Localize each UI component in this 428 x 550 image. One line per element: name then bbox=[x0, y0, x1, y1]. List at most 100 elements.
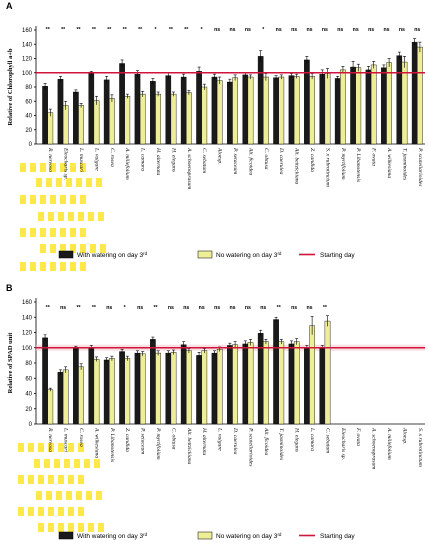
decor-stripe bbox=[38, 212, 44, 221]
decor-stripe bbox=[50, 163, 56, 172]
decor-stripe bbox=[68, 507, 74, 516]
bar-with-watering bbox=[42, 337, 48, 425]
legend: With watering on day 3rd No watering on d… bbox=[58, 250, 355, 259]
decor-stripe bbox=[60, 244, 66, 253]
legend-superscript: rd bbox=[277, 251, 281, 256]
category-label: C. sebatum bbox=[201, 148, 207, 173]
bar-no-watering bbox=[232, 344, 238, 425]
decor-stripe bbox=[70, 262, 76, 271]
bar-with-watering bbox=[73, 348, 79, 425]
decor-stripe bbox=[20, 163, 26, 172]
legend-swatch-with-watering bbox=[58, 531, 74, 540]
significance-label: ns bbox=[245, 305, 251, 311]
bar-no-watering bbox=[201, 86, 208, 145]
decor-stripe bbox=[60, 228, 66, 237]
bar-no-watering bbox=[47, 389, 54, 425]
category-label: Alt. bettzickiana bbox=[186, 427, 192, 465]
category-label: Z. candida bbox=[124, 428, 130, 452]
significance-label: ns bbox=[214, 305, 220, 311]
decor-stripe bbox=[88, 523, 94, 532]
significance-label: * bbox=[262, 27, 265, 33]
decor-stripe bbox=[18, 475, 24, 484]
decor-stripe bbox=[36, 491, 42, 500]
bar-with-watering bbox=[211, 76, 218, 145]
significance-label: * bbox=[201, 27, 204, 33]
category-label: P. scutellarioides bbox=[247, 427, 253, 466]
category-label: L. vulgare bbox=[93, 147, 99, 171]
decor-stripe bbox=[76, 491, 82, 500]
significance-label: ** bbox=[61, 27, 66, 33]
bar-no-watering bbox=[124, 96, 131, 145]
significance-label: ** bbox=[107, 27, 112, 33]
y-tick-label: 120 bbox=[22, 57, 33, 63]
bar-no-watering bbox=[62, 105, 69, 145]
significance-label: ns bbox=[337, 27, 343, 33]
bar-no-watering bbox=[186, 350, 192, 425]
significance-label: ** bbox=[76, 27, 81, 33]
bar-no-watering bbox=[216, 80, 223, 145]
decor-stripe bbox=[74, 459, 80, 468]
bar-no-watering bbox=[293, 341, 300, 425]
decor-stripe bbox=[80, 163, 86, 172]
category-label: C. rosea bbox=[109, 148, 115, 167]
significance-label: ns bbox=[306, 305, 312, 311]
decor-stripe bbox=[28, 443, 34, 452]
significance-label: ** bbox=[277, 305, 282, 311]
bar-no-watering bbox=[216, 349, 223, 425]
bar-with-watering bbox=[227, 345, 233, 425]
legend-superscript: rd bbox=[143, 251, 147, 256]
bar-no-watering bbox=[370, 64, 377, 145]
significance-label: ** bbox=[184, 27, 189, 33]
y-tick-label: 20 bbox=[25, 128, 32, 134]
y-tick-label: 20 bbox=[25, 407, 32, 413]
decor-stripe bbox=[40, 163, 46, 172]
category-label: Aloesp. bbox=[217, 147, 223, 165]
decor-stripe bbox=[30, 195, 36, 204]
y-tick-label: 100 bbox=[22, 71, 33, 77]
legend-swatch-with-watering bbox=[58, 250, 74, 259]
decor-stripe bbox=[48, 523, 54, 532]
category-label: P. myrtifolium bbox=[155, 427, 162, 460]
decor-stripe bbox=[54, 459, 60, 468]
decor-stripe bbox=[38, 507, 44, 516]
bar-with-watering bbox=[411, 41, 418, 145]
bar-with-watering bbox=[365, 69, 372, 145]
decor-stripe bbox=[96, 178, 102, 187]
decor-stripe bbox=[46, 491, 52, 500]
bar-with-watering bbox=[165, 352, 172, 425]
significance-label: ns bbox=[60, 305, 66, 311]
category-label: A. schoenoprasum bbox=[186, 147, 192, 189]
bar-with-watering bbox=[103, 359, 110, 425]
bar-with-watering bbox=[334, 78, 341, 145]
category-label: R. nervosa bbox=[47, 427, 53, 452]
significance-label: ns bbox=[245, 27, 251, 33]
decor-stripe bbox=[36, 178, 42, 187]
bar-no-watering bbox=[232, 77, 238, 145]
decor-stripe bbox=[70, 244, 76, 253]
bar-with-watering bbox=[42, 86, 48, 145]
legend-label-with-watering: With watering on day 3rd bbox=[77, 532, 148, 541]
significance-label: * bbox=[154, 27, 157, 33]
bar-with-watering bbox=[150, 339, 156, 425]
category-label: D. caerulea bbox=[232, 427, 238, 455]
bar-no-watering bbox=[263, 341, 269, 425]
decor-stripe bbox=[50, 262, 56, 271]
bar-no-watering bbox=[155, 352, 161, 425]
significance-label: ns bbox=[383, 27, 389, 33]
category-label: S. x rubrotinctum bbox=[417, 428, 423, 467]
category-label: Eleocharis sp. bbox=[340, 427, 346, 460]
bar-with-watering bbox=[319, 73, 326, 145]
decor-stripe bbox=[100, 244, 106, 253]
decor-stripe bbox=[68, 523, 74, 532]
decor-stripe bbox=[58, 212, 64, 221]
category-label: L. camara bbox=[140, 147, 146, 171]
bar-with-watering bbox=[180, 76, 187, 145]
category-label: H. alternata bbox=[201, 427, 207, 456]
panel-title: B bbox=[6, 283, 13, 293]
decor-stripe bbox=[60, 262, 66, 271]
panel-title: A bbox=[6, 1, 13, 11]
decor-stripe bbox=[78, 212, 84, 221]
decor-stripe bbox=[30, 262, 36, 271]
category-label: T. jasminoides bbox=[278, 428, 284, 460]
bar-no-watering bbox=[93, 358, 100, 425]
